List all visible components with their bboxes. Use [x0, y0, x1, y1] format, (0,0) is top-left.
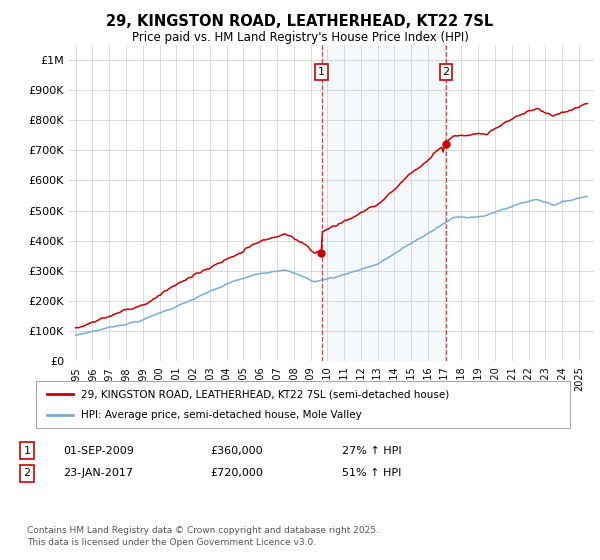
- Text: 27% ↑ HPI: 27% ↑ HPI: [342, 446, 401, 456]
- Text: 2: 2: [442, 67, 449, 77]
- Text: HPI: Average price, semi-detached house, Mole Valley: HPI: Average price, semi-detached house,…: [82, 410, 362, 420]
- Bar: [322, 45, 446, 361]
- Text: 29, KINGSTON ROAD, LEATHERHEAD, KT22 7SL (semi-detached house): 29, KINGSTON ROAD, LEATHERHEAD, KT22 7SL…: [82, 389, 449, 399]
- Text: £360,000: £360,000: [210, 446, 263, 456]
- Text: 1: 1: [23, 446, 31, 456]
- Text: 23-JAN-2017: 23-JAN-2017: [63, 468, 133, 478]
- Text: Contains HM Land Registry data © Crown copyright and database right 2025.
This d: Contains HM Land Registry data © Crown c…: [27, 526, 379, 547]
- Text: £720,000: £720,000: [210, 468, 263, 478]
- Text: 01-SEP-2009: 01-SEP-2009: [63, 446, 134, 456]
- Text: Price paid vs. HM Land Registry's House Price Index (HPI): Price paid vs. HM Land Registry's House …: [131, 31, 469, 44]
- Text: 1: 1: [318, 67, 325, 77]
- Text: 51% ↑ HPI: 51% ↑ HPI: [342, 468, 401, 478]
- Text: 2: 2: [23, 468, 31, 478]
- Text: 29, KINGSTON ROAD, LEATHERHEAD, KT22 7SL: 29, KINGSTON ROAD, LEATHERHEAD, KT22 7SL: [106, 14, 494, 29]
